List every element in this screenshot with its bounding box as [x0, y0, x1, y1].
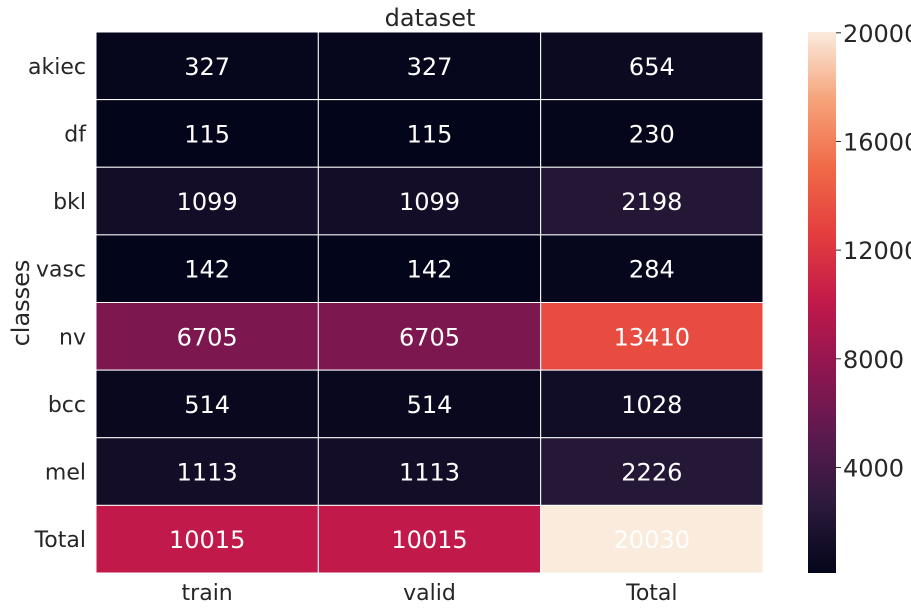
heatmap-cells: 327 327 654 115 115 230 1099 1099 2198 142 142 284 6… — [95, 31, 764, 574]
row-tick-label: bkl — [53, 190, 86, 215]
cell-value-label: 327 — [407, 53, 453, 81]
row-tick-label: vasc — [36, 258, 86, 283]
heatmap-cell-nv-train — [95, 302, 319, 371]
cell-value-label: 10015 — [391, 526, 467, 554]
cell-value-label: 327 — [184, 53, 230, 81]
heatmap-cell-akiec-train — [95, 31, 319, 101]
column-tick-label: Total — [625, 581, 677, 606]
heatmap-cell-bkl-valid — [317, 166, 542, 236]
heatmap-cell-vasc-total — [540, 234, 764, 303]
cell-value-label: 115 — [184, 120, 230, 148]
cell-value-label: 2198 — [621, 188, 682, 216]
heatmap-cell-mel-total — [540, 437, 764, 506]
heatmap-cell-total-valid — [317, 504, 542, 574]
cell-value-label: 514 — [184, 391, 230, 419]
heatmap-cell-mel-train — [95, 437, 319, 506]
row-tick-label: df — [64, 122, 87, 147]
heatmap-cell-total-train — [95, 504, 319, 574]
cell-value-label: 1113 — [177, 459, 238, 487]
cell-value-label: 230 — [629, 120, 675, 148]
cell-value-label: 115 — [407, 120, 453, 148]
heatmap-cell-mel-valid — [317, 437, 542, 506]
cell-value-label: 6705 — [177, 323, 238, 351]
chart-title: dataset — [385, 4, 476, 32]
heatmap-cell-df-total — [540, 99, 764, 168]
column-tick-labels: train valid Total — [182, 581, 678, 606]
heatmap-cell-df-train — [95, 99, 319, 168]
colorbar-tick-label: 16000 — [843, 128, 911, 156]
row-tick-label: bcc — [48, 393, 86, 418]
colorbar-tick-label: 8000 — [843, 346, 904, 374]
heatmap-cell-df-valid — [317, 99, 542, 168]
cell-value-label: 1099 — [177, 188, 238, 216]
colorbar — [808, 32, 836, 573]
heatmap-cell-bcc-total — [540, 369, 764, 439]
row-tick-label: nv — [59, 325, 86, 350]
cell-value-label: 142 — [184, 256, 230, 284]
y-axis-label: classes — [7, 260, 35, 347]
colorbar-tick-label: 20000 — [843, 20, 911, 48]
colorbar-ticks: 4000 8000 12000 16000 20000 — [836, 20, 911, 482]
cell-value-label: 2226 — [621, 459, 682, 487]
cell-value-label: 6705 — [399, 323, 460, 351]
row-tick-labels: akiec df bkl vasc nv bcc mel Total — [28, 55, 87, 553]
cell-value-label: 142 — [407, 256, 453, 284]
row-tick-label: mel — [45, 461, 86, 486]
cell-value-label: 1099 — [399, 188, 460, 216]
cell-value-label: 13410 — [614, 323, 690, 351]
heatmap-cell-nv-total — [540, 302, 764, 371]
heatmap-cell-total-total — [540, 504, 764, 574]
row-tick-label: akiec — [28, 55, 86, 80]
row-tick-label: Total — [34, 528, 86, 553]
cell-value-label: 1028 — [621, 391, 682, 419]
heatmap-cell-bcc-valid — [317, 369, 542, 439]
heatmap-cell-bcc-train — [95, 369, 319, 439]
colorbar-tick-label: 12000 — [843, 237, 911, 265]
cell-value-label: 10015 — [169, 526, 245, 554]
cell-value-label: 284 — [629, 256, 675, 284]
cell-value-label: 654 — [629, 53, 675, 81]
column-tick-label: train — [182, 581, 233, 606]
heatmap-cell-nv-valid — [317, 302, 542, 371]
heatmap-cell-akiec-total — [540, 31, 764, 101]
heatmap-cell-akiec-valid — [317, 31, 542, 101]
heatmap-cell-vasc-train — [95, 234, 319, 303]
cell-value-label: 20030 — [614, 526, 690, 554]
cell-value-label: 1113 — [399, 459, 460, 487]
colorbar-tick-label: 4000 — [843, 454, 904, 482]
cell-value-label: 514 — [407, 391, 453, 419]
column-tick-label: valid — [403, 581, 456, 606]
